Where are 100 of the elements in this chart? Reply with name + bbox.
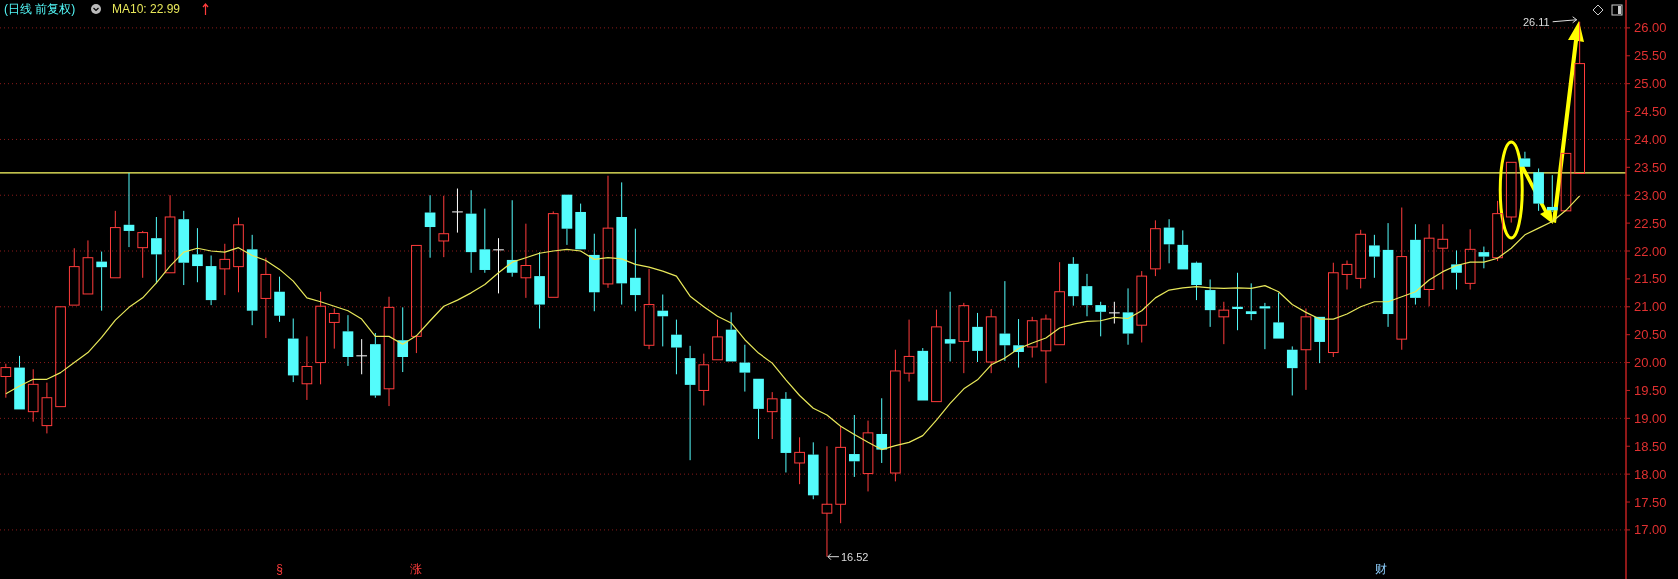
candlestick [1232,272,1243,331]
y-tick-label: 20.00 [1634,355,1667,371]
candlestick [534,251,545,330]
candlestick [1245,282,1257,321]
y-tick-label: 25.50 [1634,48,1667,64]
y-tick-label: 21.00 [1634,299,1667,315]
candlestick [862,420,874,492]
candlestick [1122,287,1134,346]
candlestick [465,189,477,274]
candlestick [1519,151,1531,167]
candlestick [82,239,94,295]
candlestick [903,319,915,383]
candlestick [14,355,25,410]
candlestick [411,244,422,354]
y-tick-label: 17.50 [1634,494,1667,510]
candlestick [1314,316,1325,364]
y-tick-label: 22.00 [1634,243,1667,259]
candlestick [712,319,723,361]
candlestick [1081,273,1093,317]
candlestick [1382,222,1394,328]
candlestick [917,347,929,401]
candlestick [876,397,888,464]
candlestick [274,276,285,323]
candlestick [849,414,860,478]
y-tick-label: 20.50 [1634,327,1667,343]
candlestick [725,311,737,362]
candlestick [561,194,573,246]
candlestick [1177,229,1189,270]
candlestick [96,251,107,312]
y-tick-label: 24.00 [1634,132,1667,147]
annotation: § [276,562,283,576]
annotation: 16.52 [840,550,869,563]
candlestick [684,345,696,461]
candlestick [1191,262,1202,301]
candlestick [287,318,299,383]
candlestick [164,194,176,274]
line-series [5,195,1581,451]
candlestick [1546,174,1558,213]
candlestick [753,378,764,440]
candlestick [1369,234,1380,279]
candlestick [342,314,354,367]
candlestick [151,216,162,284]
candlestick [698,353,710,407]
candlestick [630,228,641,312]
candlestick [506,199,518,278]
candlestick [205,254,217,306]
y-tick-label: 25.00 [1634,76,1667,92]
candlestick [328,307,340,350]
candlestick [1040,314,1052,384]
candlestick [452,188,463,234]
candlestick [123,172,135,248]
candlestick [1095,301,1107,337]
candlestick [575,203,586,250]
candlestick [479,208,491,274]
candlestick [55,306,66,408]
candlestick [370,332,381,399]
candlestick [493,237,504,294]
candlestick [931,309,942,403]
candlestick [1327,262,1339,358]
y-tick-label: 21.50 [1634,271,1667,287]
candlestick [1341,259,1353,290]
candlestick [383,296,395,407]
candlestick [27,368,39,423]
y-tick-label: 23.00 [1634,187,1667,203]
candlestick [1109,301,1120,325]
candlestick [972,312,983,363]
candlestick [1574,21,1585,174]
candlestick [1286,345,1298,396]
candlestick [178,210,190,286]
candlestick [1437,223,1449,290]
candlestick [1067,256,1079,307]
y-tick-label: 23.50 [1634,159,1667,175]
candlestick [1478,246,1490,269]
candlestick [780,391,792,473]
annotation: 涨 [410,562,423,576]
candlestick [1355,229,1367,289]
candlestick [1396,207,1408,351]
candlestick [616,181,628,306]
y-tick-label: 17.00 [1634,522,1667,538]
candlestick [438,195,450,258]
candlestick [424,194,436,259]
annotation: MA10: 22.99 [112,2,181,16]
candlestick [41,382,53,434]
annotation: 26.11 [1522,15,1550,28]
candlestick [1464,228,1476,290]
candlestick [547,210,559,298]
y-tick-label: 19.50 [1634,383,1667,399]
chart-title: (日线 前复权) [4,2,76,16]
candlestick [944,291,956,362]
candlestick [1300,307,1312,391]
candlestick [821,445,833,558]
y-tick-label: 22.50 [1634,215,1667,231]
candlestick [246,234,258,326]
candlestick [1204,278,1216,328]
candlestick [588,233,600,312]
candlestick [109,210,121,279]
candlestick [794,436,805,485]
y-tick-label: 26.00 [1634,20,1667,36]
annotation: 财 [1375,562,1388,576]
candlestick [1533,167,1544,212]
